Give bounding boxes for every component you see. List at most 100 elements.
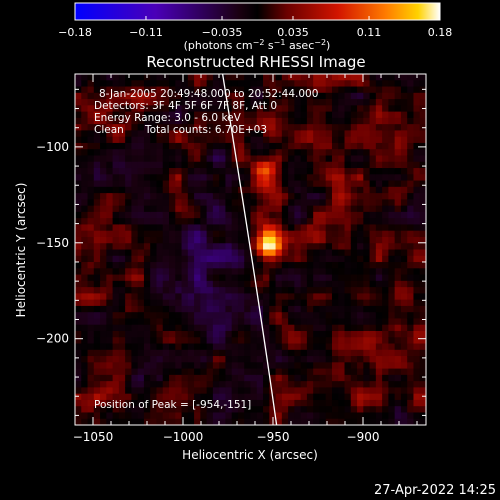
heatmap-cell — [363, 199, 371, 207]
heatmap-cell — [206, 174, 214, 182]
heatmap-cell — [156, 337, 164, 345]
heatmap-cell — [112, 80, 120, 88]
heatmap-cell — [419, 230, 426, 238]
heatmap-cell — [357, 399, 364, 407]
heatmap-cell — [175, 337, 183, 345]
heatmap-cell — [281, 255, 289, 263]
heatmap-cell — [100, 287, 107, 294]
heatmap-cell — [200, 274, 208, 282]
heatmap-cell — [194, 111, 201, 119]
heatmap-cell — [407, 268, 415, 276]
heatmap-cell — [375, 393, 383, 401]
heatmap-cell — [325, 293, 333, 301]
heatmap-cell — [81, 362, 89, 370]
heatmap-cell — [181, 268, 189, 276]
heatmap-cell — [413, 305, 421, 313]
heatmap-cell — [413, 124, 421, 132]
heatmap-cell — [388, 174, 396, 182]
heatmap-cell — [413, 117, 421, 125]
heatmap-cell — [100, 149, 107, 157]
heatmap-cell — [181, 74, 189, 81]
heatmap-cell — [156, 274, 164, 282]
heatmap-cell — [363, 92, 371, 100]
heatmap-cell — [300, 155, 308, 163]
heatmap-cell — [319, 262, 327, 269]
heatmap-cell — [194, 255, 201, 263]
heatmap-cell — [87, 255, 95, 263]
heatmap-cell — [382, 293, 389, 301]
heatmap-cell — [325, 368, 333, 376]
heatmap-cell — [162, 186, 170, 194]
heatmap-cell — [269, 230, 277, 238]
heatmap-cell — [156, 362, 164, 370]
heatmap-cell — [269, 268, 277, 276]
heatmap-cell — [87, 293, 95, 301]
heatmap-cell — [394, 362, 402, 370]
heatmap-cell — [237, 343, 245, 351]
heatmap-cell — [313, 174, 321, 182]
heatmap-cell — [369, 255, 377, 263]
heatmap-cell — [331, 387, 339, 395]
heatmap-cell — [219, 356, 227, 363]
heatmap-cell — [100, 268, 107, 276]
heatmap-cell — [388, 381, 396, 388]
heatmap-cell — [325, 337, 333, 345]
heatmap-cell — [407, 168, 415, 175]
heatmap-cell — [225, 287, 233, 294]
heatmap-cell — [231, 193, 239, 200]
heatmap-cell — [300, 318, 308, 326]
heatmap-cell — [200, 299, 208, 307]
heatmap-cell — [413, 155, 421, 163]
heatmap-cell — [219, 149, 227, 157]
heatmap-cell — [131, 318, 139, 326]
heatmap-cell — [118, 274, 126, 282]
heatmap-cell — [137, 399, 145, 407]
heatmap-cell — [357, 224, 364, 232]
heatmap-cell — [382, 236, 389, 244]
heatmap-cell — [118, 199, 126, 207]
heatmap-cell — [363, 362, 371, 370]
heatmap-cell — [219, 117, 227, 125]
heatmap-cell — [87, 74, 95, 81]
heatmap-cell — [375, 362, 383, 370]
heatmap-cell — [212, 155, 220, 163]
heatmap-cell — [394, 236, 402, 244]
heatmap-cell — [187, 399, 195, 407]
heatmap-cell — [87, 318, 95, 326]
heatmap-cell — [169, 174, 176, 182]
heatmap-cell — [212, 105, 220, 113]
heatmap-cell — [419, 249, 426, 257]
heatmap-cell — [331, 236, 339, 244]
heatmap-cell — [263, 255, 270, 263]
heatmap-cell — [206, 249, 214, 257]
heatmap-cell — [288, 406, 295, 414]
heatmap-cell — [162, 299, 170, 307]
heatmap-cell — [294, 374, 302, 382]
heatmap-cell — [131, 92, 139, 100]
colorbar-tick-label: 0.11 — [357, 26, 382, 39]
heatmap-cell — [369, 287, 377, 294]
heatmap-cell — [206, 268, 214, 276]
heatmap-cell — [131, 99, 139, 106]
heatmap-cell — [200, 99, 208, 106]
heatmap-cell — [394, 368, 402, 376]
heatmap-cell — [200, 161, 208, 169]
heatmap-cell — [219, 418, 227, 425]
heatmap-cell — [250, 349, 258, 357]
heatmap-cell — [143, 399, 151, 407]
heatmap-cell — [363, 186, 371, 194]
heatmap-cell — [181, 343, 189, 351]
heatmap-cell — [331, 299, 339, 307]
heatmap-cell — [300, 274, 308, 282]
heatmap-cell — [169, 99, 176, 106]
heatmap-cell — [363, 312, 371, 320]
heatmap-cell — [244, 155, 252, 163]
heatmap-cell — [81, 168, 89, 175]
heatmap-cell — [407, 418, 415, 425]
heatmap-cell — [413, 249, 421, 257]
heatmap-cell — [194, 262, 201, 269]
heatmap-cell — [344, 230, 352, 238]
heatmap-cell — [350, 268, 358, 276]
heatmap-cell — [181, 161, 189, 169]
heatmap-cell — [344, 406, 352, 414]
